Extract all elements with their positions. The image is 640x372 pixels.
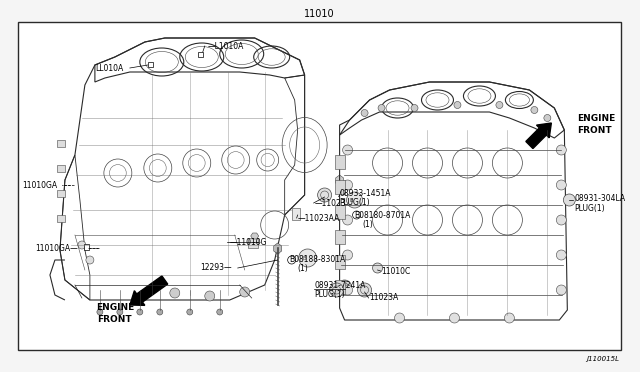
Text: FRONT: FRONT bbox=[97, 315, 132, 324]
Polygon shape bbox=[274, 243, 282, 254]
Text: B: B bbox=[350, 198, 353, 202]
Circle shape bbox=[342, 180, 353, 190]
Circle shape bbox=[205, 291, 215, 301]
Circle shape bbox=[531, 106, 538, 113]
Text: ENGINE: ENGINE bbox=[577, 113, 616, 122]
Text: 11010GA: 11010GA bbox=[22, 180, 57, 189]
Circle shape bbox=[342, 250, 353, 260]
Circle shape bbox=[358, 283, 372, 297]
Polygon shape bbox=[251, 233, 259, 239]
Circle shape bbox=[342, 145, 353, 155]
Text: ENGINE: ENGINE bbox=[96, 304, 134, 312]
Circle shape bbox=[97, 309, 103, 315]
Circle shape bbox=[563, 194, 575, 206]
Text: 11010C: 11010C bbox=[381, 266, 411, 276]
Circle shape bbox=[137, 309, 143, 315]
Text: 08933-1451A: 08933-1451A bbox=[340, 189, 391, 198]
Text: 08931-7241A: 08931-7241A bbox=[315, 280, 366, 289]
Circle shape bbox=[394, 313, 404, 323]
Text: J110015L: J110015L bbox=[586, 356, 620, 362]
Circle shape bbox=[378, 105, 385, 112]
Text: (1): (1) bbox=[298, 264, 308, 273]
Circle shape bbox=[317, 188, 332, 202]
Text: B08180-8701A: B08180-8701A bbox=[355, 211, 411, 219]
Text: 11010GA—: 11010GA— bbox=[35, 244, 77, 253]
Text: PLUG(1): PLUG(1) bbox=[574, 203, 605, 212]
Bar bbox=[248, 238, 258, 248]
Circle shape bbox=[240, 287, 250, 297]
Circle shape bbox=[78, 241, 86, 249]
FancyArrow shape bbox=[130, 276, 168, 305]
Bar bbox=[335, 180, 344, 194]
Circle shape bbox=[454, 102, 461, 109]
Text: FRONT: FRONT bbox=[577, 125, 612, 135]
Circle shape bbox=[338, 280, 351, 294]
Circle shape bbox=[299, 249, 317, 267]
Circle shape bbox=[372, 263, 383, 273]
Bar bbox=[198, 52, 203, 57]
Circle shape bbox=[361, 109, 368, 116]
Circle shape bbox=[330, 283, 344, 297]
Circle shape bbox=[556, 180, 566, 190]
Bar bbox=[335, 255, 344, 269]
Circle shape bbox=[217, 309, 223, 315]
Text: —11023: —11023 bbox=[315, 199, 346, 208]
Text: 12293—: 12293— bbox=[200, 263, 232, 273]
Circle shape bbox=[117, 309, 123, 315]
Text: B08188-8301A: B08188-8301A bbox=[290, 256, 346, 264]
Text: —11010G: —11010G bbox=[230, 237, 268, 247]
Circle shape bbox=[342, 215, 353, 225]
Circle shape bbox=[449, 313, 460, 323]
Circle shape bbox=[556, 145, 566, 155]
Text: 11010: 11010 bbox=[304, 9, 335, 19]
Circle shape bbox=[411, 105, 418, 112]
Circle shape bbox=[496, 102, 503, 109]
Circle shape bbox=[504, 313, 515, 323]
Circle shape bbox=[556, 215, 566, 225]
Bar bbox=[335, 230, 344, 244]
Bar bbox=[335, 280, 344, 294]
Circle shape bbox=[157, 309, 163, 315]
Bar bbox=[84, 244, 89, 250]
Bar bbox=[335, 155, 344, 169]
Circle shape bbox=[347, 192, 363, 208]
Text: —11023AA: —11023AA bbox=[298, 214, 340, 222]
Text: 11023A: 11023A bbox=[369, 294, 399, 302]
Bar bbox=[57, 165, 65, 172]
Bar bbox=[18, 22, 621, 350]
Circle shape bbox=[170, 288, 180, 298]
Text: PLUG(1): PLUG(1) bbox=[315, 289, 345, 298]
Text: LL010A: LL010A bbox=[95, 64, 123, 73]
Circle shape bbox=[187, 309, 193, 315]
Circle shape bbox=[556, 285, 566, 295]
Text: PLUG(1): PLUG(1) bbox=[340, 198, 370, 206]
Bar bbox=[57, 140, 65, 147]
Bar bbox=[292, 208, 300, 220]
Circle shape bbox=[544, 115, 551, 122]
Circle shape bbox=[86, 256, 94, 264]
Bar bbox=[57, 215, 65, 222]
Bar bbox=[335, 205, 344, 219]
Text: 08931-304LA: 08931-304LA bbox=[574, 193, 625, 202]
Circle shape bbox=[556, 250, 566, 260]
Circle shape bbox=[342, 285, 353, 295]
Text: (1): (1) bbox=[363, 219, 373, 228]
FancyArrow shape bbox=[526, 123, 551, 148]
Polygon shape bbox=[335, 175, 344, 186]
Text: —L1010A: —L1010A bbox=[208, 42, 244, 51]
Bar bbox=[57, 190, 65, 197]
Text: B: B bbox=[303, 256, 307, 260]
Bar bbox=[148, 62, 153, 67]
